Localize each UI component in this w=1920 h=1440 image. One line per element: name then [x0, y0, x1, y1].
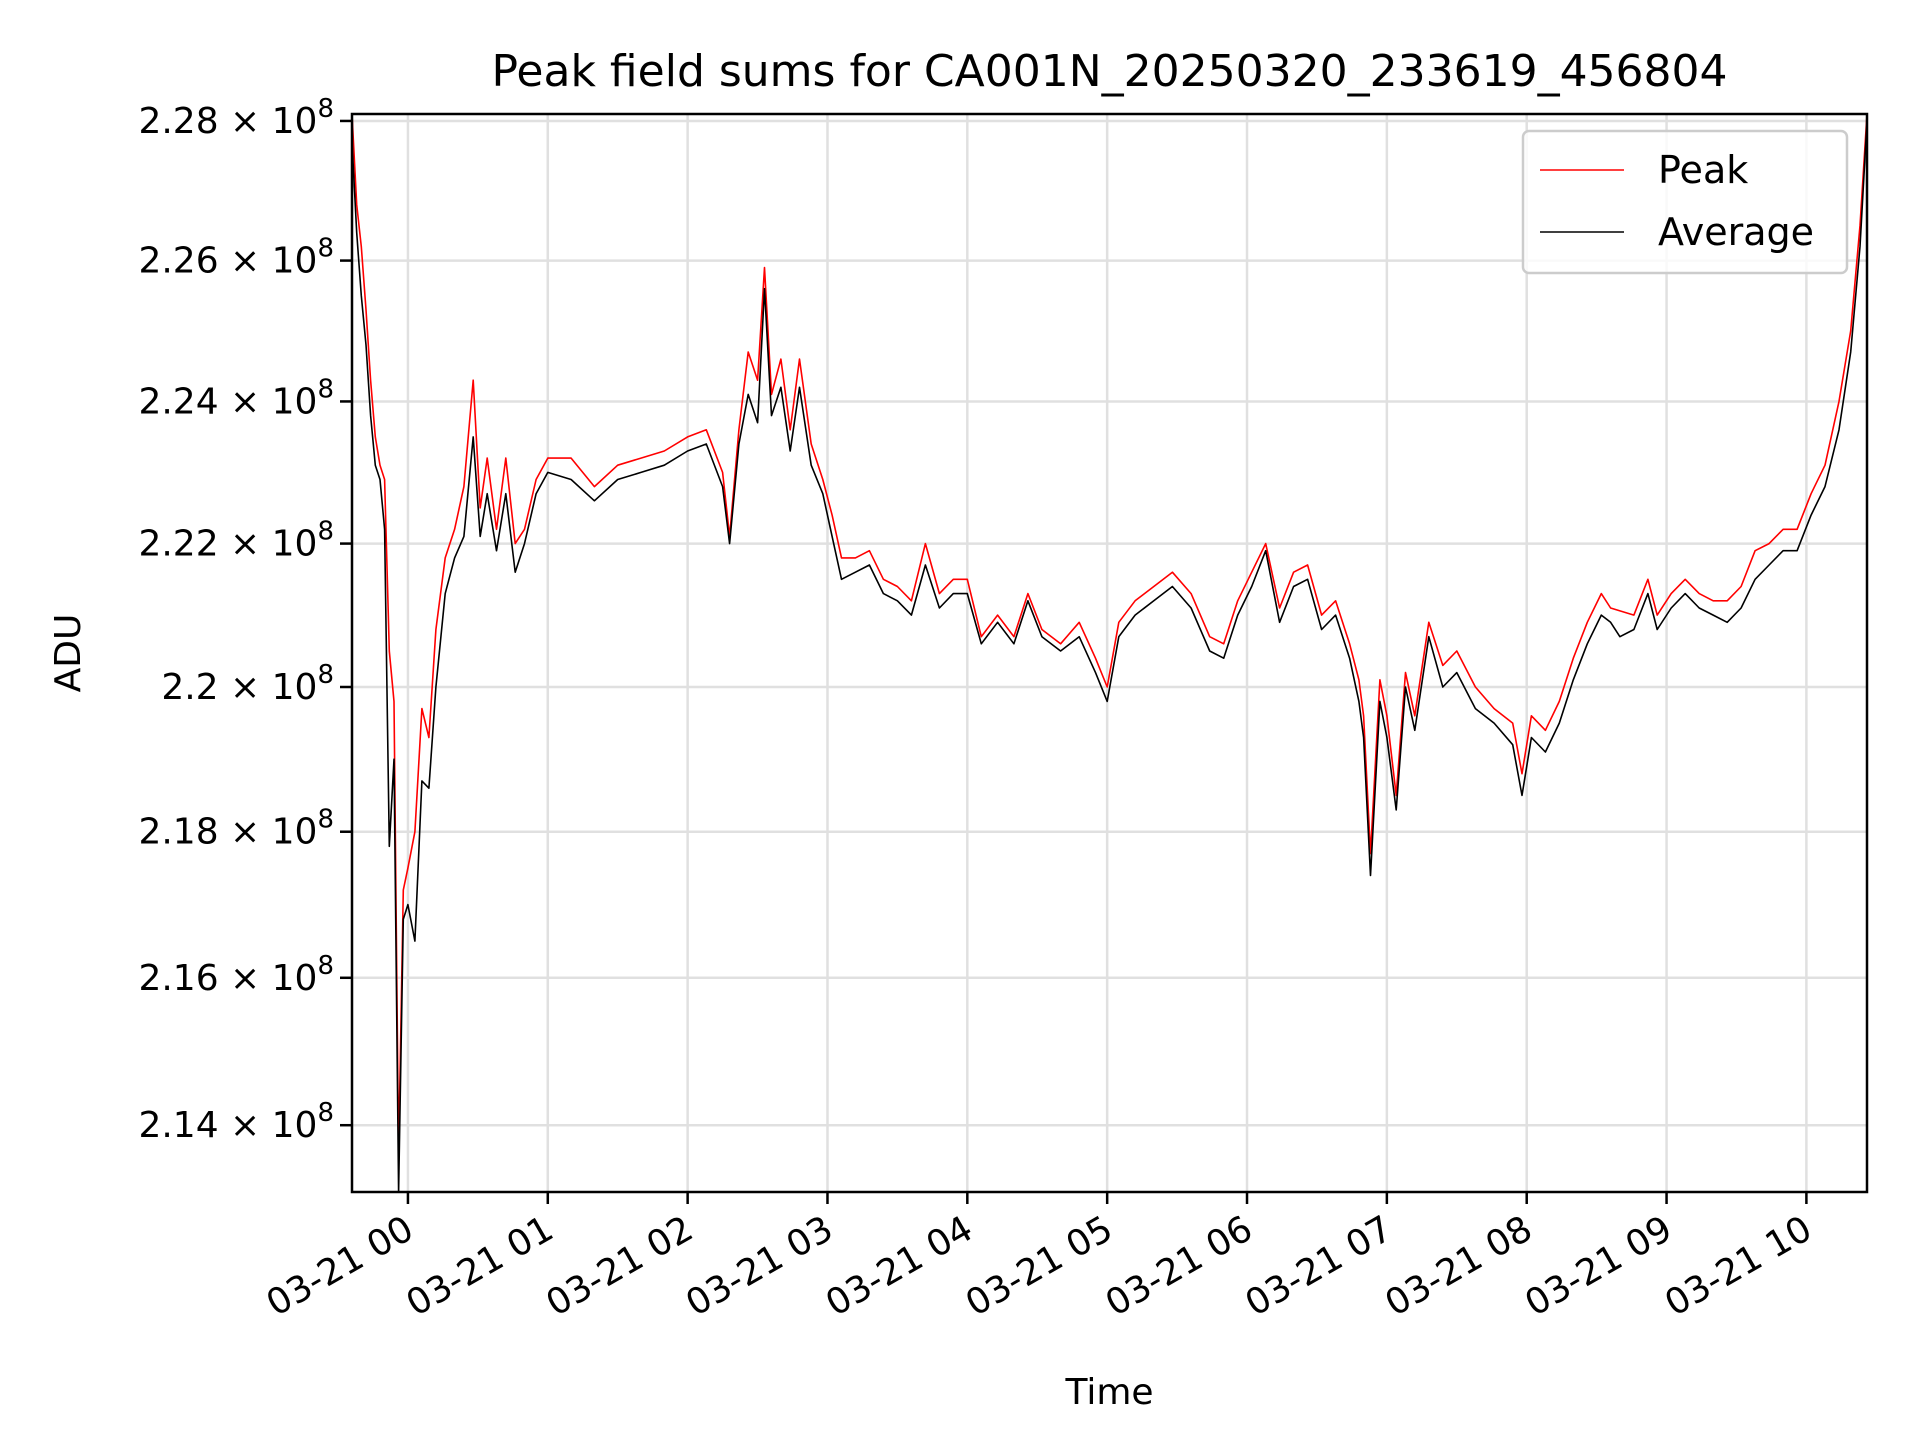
y-tick-label: 2.26 × 108 — [138, 234, 334, 282]
y-tick-label: 2.14 × 108 — [138, 1098, 334, 1146]
y-tick-label: 2.22 × 108 — [138, 517, 334, 565]
chart-title: Peak field sums for CA001N_20250320_2336… — [491, 46, 1727, 97]
axes-frame — [350, 112, 1869, 1194]
legend: Peak Average — [1521, 129, 1849, 275]
y-tick-label: 2.2 × 108 — [161, 660, 334, 708]
series-line-average — [351, 120, 1868, 1193]
legend-label-peak: Peak — [1658, 148, 1748, 192]
series-line-peak — [351, 113, 1868, 1156]
legend-box — [1521, 129, 1849, 275]
y-tick-label: 2.16 × 108 — [138, 951, 334, 999]
series-lines — [351, 113, 1868, 1193]
y-tick-label: 2.28 × 108 — [138, 94, 334, 142]
y-tick-label: 2.18 × 108 — [138, 805, 334, 853]
y-axis-label: ADU — [48, 614, 89, 693]
y-tick-label: 2.24 × 108 — [138, 374, 334, 422]
x-axis-label: Time — [1064, 1372, 1153, 1413]
legend-label-average: Average — [1658, 210, 1814, 254]
